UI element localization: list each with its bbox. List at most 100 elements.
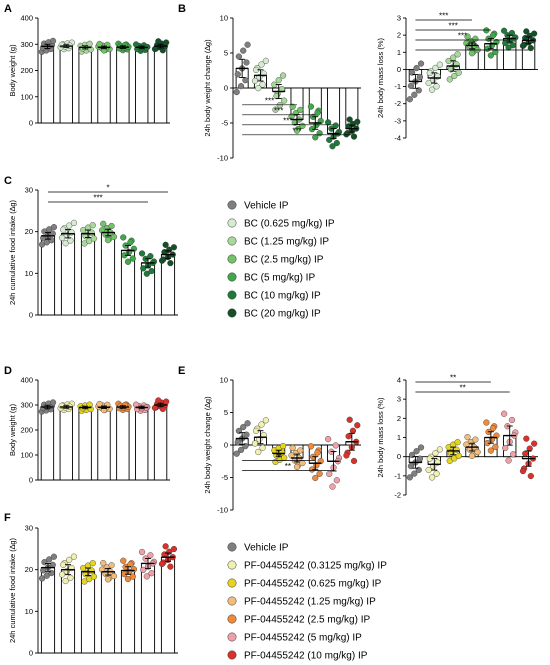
data-point (350, 133, 358, 140)
y-tick-label: 0 (29, 119, 33, 128)
data-point (436, 61, 443, 68)
data-point (89, 560, 96, 567)
data-point (155, 38, 162, 45)
data-point (345, 433, 352, 440)
data-point (314, 109, 321, 116)
bar (78, 407, 92, 481)
data-point (49, 37, 57, 44)
legend-swatch (227, 218, 237, 228)
data-point (346, 116, 353, 123)
bar (78, 46, 92, 124)
significance-label: *** (448, 22, 457, 31)
data-point (167, 563, 174, 570)
data-point (411, 470, 418, 477)
data-point (262, 57, 269, 64)
data-point (50, 224, 58, 231)
data-point (259, 81, 266, 88)
significance-label: *** (439, 12, 448, 21)
y-tick-label: 30 (25, 524, 33, 533)
y-tick-label: 100 (20, 451, 33, 460)
bar (97, 406, 111, 481)
data-point (89, 222, 96, 229)
data-point (127, 239, 134, 246)
data-point (90, 235, 98, 242)
data-point (273, 92, 280, 100)
y-tick-label: 10 (220, 376, 228, 385)
data-point (170, 244, 178, 251)
bar (40, 45, 55, 124)
data-point (162, 241, 169, 248)
data-point (147, 552, 154, 559)
data-point (88, 229, 95, 236)
data-point (417, 444, 425, 451)
data-point (332, 442, 339, 449)
significance-label: *** (265, 96, 274, 105)
data-point (233, 88, 240, 96)
data-point (251, 440, 259, 447)
legend-swatch (227, 254, 237, 264)
data-point (49, 230, 56, 237)
legend-swatch (227, 578, 237, 588)
panel-letter: D (4, 365, 12, 377)
data-point (255, 85, 262, 92)
data-point (163, 39, 170, 46)
data-point (104, 576, 112, 583)
bar (160, 556, 176, 654)
data-point (483, 419, 490, 426)
data-point (50, 553, 58, 560)
y-axis-label: 24h body mass loss (%) (376, 37, 385, 118)
data-point (406, 96, 413, 103)
legend-label: BC (1.25 mg/kg) IP (244, 237, 329, 248)
y-axis-label: 24h cumulative food intake (∆g) (8, 537, 17, 643)
panel-letter: C (4, 175, 12, 187)
data-point (505, 457, 512, 464)
data-point (148, 267, 155, 275)
data-point (432, 64, 439, 72)
data-point (237, 83, 245, 90)
data-point (416, 73, 424, 81)
data-point (316, 130, 323, 137)
y-tick-label: 4 (397, 376, 401, 385)
data-point (140, 265, 147, 272)
panel-letter: F (4, 512, 11, 524)
legend-swatch (227, 542, 237, 552)
legend-label: PF-04455242 (0.3125 mg/kg) IP (244, 561, 387, 572)
data-point (67, 574, 74, 581)
data-point (527, 472, 534, 480)
significance-label: *** (283, 116, 292, 125)
data-point (38, 575, 46, 582)
data-point (110, 233, 118, 240)
panel-c: C 0 10 20 30 24h cumulative food intake (∆g) *… (4, 175, 178, 320)
data-point (90, 573, 98, 580)
data-point (489, 32, 497, 39)
data-point (314, 449, 321, 456)
data-point (436, 446, 443, 453)
significance-label: *** (274, 106, 283, 115)
bar (60, 233, 76, 316)
bar (116, 406, 130, 481)
y-tick-label: 0 (397, 452, 401, 461)
y-tick-label: 3 (397, 14, 401, 23)
data-point (433, 470, 440, 477)
data-point (299, 459, 306, 467)
data-point (130, 566, 138, 573)
y-tick-label: 1 (397, 433, 401, 442)
data-point (58, 234, 66, 241)
data-point (455, 452, 462, 460)
data-point (272, 106, 279, 113)
y-tick-label: 200 (20, 426, 33, 435)
data-point (354, 118, 361, 125)
y-tick-label: 2 (397, 31, 401, 40)
y-tick-label: 300 (20, 40, 33, 49)
data-point (48, 569, 55, 577)
data-point (451, 72, 458, 80)
data-point (509, 42, 517, 49)
data-point (62, 577, 69, 585)
data-point (406, 474, 413, 481)
data-point (408, 69, 416, 76)
bar (100, 571, 116, 654)
y-tick-label: -2 (394, 491, 401, 500)
data-point (354, 422, 361, 429)
significance-label: *** (93, 194, 102, 203)
